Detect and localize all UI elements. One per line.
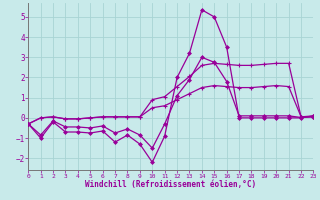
X-axis label: Windchill (Refroidissement éolien,°C): Windchill (Refroidissement éolien,°C) bbox=[85, 180, 256, 189]
